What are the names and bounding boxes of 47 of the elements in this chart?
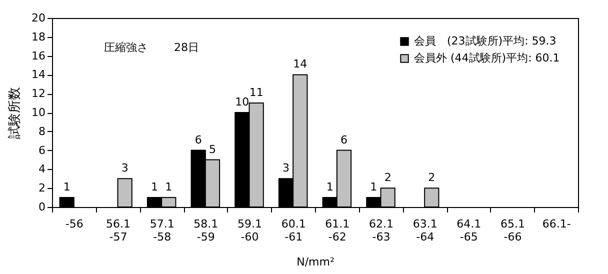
bar <box>424 188 440 208</box>
data-label: 2 <box>384 171 392 184</box>
x-tick-label: 65.1 -66 <box>500 218 525 244</box>
x-tick-label: 57.1 -58 <box>150 218 174 244</box>
data-label: 1 <box>151 180 158 194</box>
data-label: 5 <box>208 142 216 156</box>
data-label: 1 <box>165 180 172 194</box>
y-tick-label: 18 <box>32 30 46 44</box>
data-label: 1 <box>63 180 70 194</box>
data-label: 3 <box>282 162 290 175</box>
data-label: 14 <box>293 58 308 71</box>
y-tick-label: 16 <box>32 49 46 62</box>
bar <box>59 197 74 208</box>
y-tick-label: 2 <box>38 182 46 195</box>
x-tick-label: 64.1 -65 <box>456 218 482 244</box>
y-tick-label: 0 <box>38 200 46 214</box>
legend-label: 会員外 (44試験所)平均: 60.1 <box>414 52 560 64</box>
bar <box>117 178 132 208</box>
x-tick-label: 60.1 -61 <box>281 218 306 244</box>
x-tick-label: 63.1 -64 <box>412 218 438 244</box>
data-label: 3 <box>121 162 128 175</box>
data-label: 1 <box>370 180 378 194</box>
x-tick-label: 58.1 -59 <box>194 218 218 244</box>
x-tick-label: 56.1 -57 <box>106 218 130 244</box>
y-tick-label: 8 <box>38 124 46 138</box>
x-tick-label: 62.1 -63 <box>369 218 394 244</box>
y-tick-label: 10 <box>32 106 46 119</box>
y-tick-label: 12 <box>32 87 46 100</box>
data-label: 11 <box>249 86 264 100</box>
data-label: 10 <box>235 96 250 108</box>
x-axis-title: N/mm² <box>296 256 334 268</box>
x-tick-label: 66.1- <box>542 218 571 230</box>
y-tick-label: 20 <box>32 12 46 24</box>
y-tick-label: 14 <box>32 68 46 82</box>
annotation: 28日 <box>174 41 199 54</box>
x-tick-label: 59.1 -60 <box>238 218 262 244</box>
data-label: 2 <box>428 171 436 184</box>
annotation: 圧縮強さ <box>104 41 148 54</box>
x-tick-label: -56 <box>65 218 84 230</box>
x-tick-label: 61.1 -62 <box>325 218 350 244</box>
data-label: 6 <box>194 133 202 146</box>
y-axis-title: 試験所数 <box>8 87 23 139</box>
data-label: 1 <box>326 180 334 194</box>
data-label: 6 <box>340 133 348 146</box>
legend-label: 会員 (23試験所)平均: 59.3 <box>414 34 556 48</box>
y-tick-label: 6 <box>38 144 46 157</box>
y-tick-label: 4 <box>38 162 46 176</box>
